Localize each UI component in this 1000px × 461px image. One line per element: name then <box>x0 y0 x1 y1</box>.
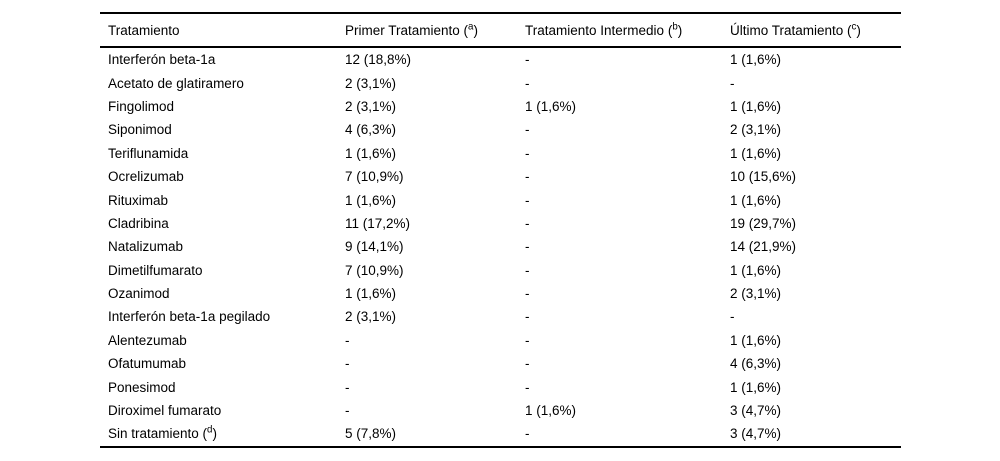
treatment-table: Tratamiento Primer Tratamiento (a) Tratami… <box>100 12 901 448</box>
value-cell: 12 (18,8%) <box>345 52 412 68</box>
value-cell: - <box>525 426 530 442</box>
value-cell: 2 (3,1%) <box>730 286 782 302</box>
value-cell: 10 (15,6%) <box>730 169 797 185</box>
table-row: Dimetilfumarato 7 (10,9%) - 1 (1,6%) <box>100 259 901 282</box>
value-cell: - <box>345 403 350 419</box>
table-row: Siponimod 4 (6,3%) - 2 (3,1%) <box>100 118 901 141</box>
value-cell: 4 (6,3%) <box>345 122 397 138</box>
value-cell: - <box>525 309 530 325</box>
treatment-name-cell: Ozanimod <box>108 286 170 302</box>
value-cell: 2 (3,1%) <box>345 98 397 114</box>
value-cell: 5 (7,8%) <box>345 426 397 442</box>
table-row: Rituximab 1 (1,6%) - 1 (1,6%) <box>100 188 901 211</box>
table-row: Cladribina 11 (17,2%) - 19 (29,7%) <box>100 212 901 235</box>
value-cell: - <box>525 169 530 185</box>
footnote-marker: a <box>468 21 474 32</box>
value-cell: - <box>525 356 530 372</box>
table-container: Tratamiento Primer Tratamiento (a) Tratami… <box>100 12 901 448</box>
value-cell: 1 (1,6%) <box>730 332 782 348</box>
table-row: Interferón beta-1a pegilado 2 (3,1%) - - <box>100 305 901 328</box>
table-row: Teriflunamida 1 (1,6%) - 1 (1,6%) <box>100 142 901 165</box>
treatment-name-cell: Acetato de glatiramero <box>108 75 244 91</box>
table-row: Acetato de glatiramero 2 (3,1%) - - <box>100 71 901 94</box>
value-cell: 19 (29,7%) <box>730 215 797 231</box>
value-cell: 7 (10,9%) <box>345 262 404 278</box>
treatment-name-cell: Cladribina <box>108 215 169 231</box>
treatment-name-cell: Fingolimod <box>108 98 175 114</box>
treatment-name-cell: Ofatumumab <box>108 356 187 372</box>
value-cell: - <box>525 122 530 138</box>
table-row: Diroximel fumarato - 1 (1,6%) 3 (4,7%) <box>100 399 901 422</box>
footnote-marker: c <box>851 21 857 32</box>
value-cell: 4 (6,3%) <box>730 356 782 372</box>
treatment-name-cell: Siponimod <box>108 122 172 138</box>
table-row: Ofatumumab - - 4 (6,3%) <box>100 352 901 375</box>
value-cell: 9 (14,1%) <box>345 239 404 255</box>
treatment-name-cell: Teriflunamida <box>108 145 189 161</box>
table-body: Interferón beta-1a 12 (18,8%) - 1 (1,6%) Ace… <box>100 47 901 447</box>
header-row: Tratamiento Primer Tratamiento (a) Tratami… <box>100 13 901 47</box>
value-cell: - <box>525 52 530 68</box>
value-cell: 2 (3,1%) <box>345 75 397 91</box>
table-row: Alentezumab - - 1 (1,6%) <box>100 329 901 352</box>
value-cell: 11 (17,2%) <box>345 215 411 231</box>
value-cell: 1 (1,6%) <box>345 286 397 302</box>
value-cell: 1 (1,6%) <box>525 98 577 114</box>
treatment-name-cell: Interferón beta-1a pegilado <box>108 309 271 325</box>
value-cell: 1 (1,6%) <box>730 98 782 114</box>
table-row: Ponesimod - - 1 (1,6%) <box>100 375 901 398</box>
value-cell: 1 (1,6%) <box>730 192 782 208</box>
treatment-name-cell: Dimetilfumarato <box>108 262 203 278</box>
treatment-name-cell: Sin tratamiento (d) <box>108 424 217 442</box>
treatment-name-cell: Ocrelizumab <box>108 169 184 185</box>
value-cell: - <box>525 286 530 302</box>
value-cell: - <box>525 145 530 161</box>
value-cell: - <box>525 75 530 91</box>
value-cell: 1 (1,6%) <box>730 52 782 68</box>
value-cell: - <box>525 262 530 278</box>
table-row: Natalizumab 9 (14,1%) - 14 (21,9%) <box>100 235 901 258</box>
value-cell: - <box>525 379 530 395</box>
treatment-name-cell: Alentezumab <box>108 332 187 348</box>
footnote-marker: b <box>672 21 678 32</box>
value-cell: 1 (1,6%) <box>525 403 577 419</box>
treatment-name-cell: Natalizumab <box>108 239 184 255</box>
value-cell: - <box>345 379 350 395</box>
value-cell: - <box>345 332 350 348</box>
value-cell: 1 (1,6%) <box>730 145 782 161</box>
treatment-name-cell: Interferón beta-1a <box>108 52 216 68</box>
table-row: Interferón beta-1a 12 (18,8%) - 1 (1,6%) <box>100 47 901 71</box>
treatment-name-cell: Rituximab <box>108 192 169 208</box>
column-header-2: Tratamiento Intermedio (b) <box>525 21 683 38</box>
table-row: Ocrelizumab 7 (10,9%) - 10 (15,6%) <box>100 165 901 188</box>
value-cell: 3 (4,7%) <box>730 426 782 442</box>
value-cell: 14 (21,9%) <box>730 239 797 255</box>
value-cell: 1 (1,6%) <box>345 145 397 161</box>
value-cell: - <box>730 75 735 91</box>
value-cell: - <box>525 332 530 348</box>
column-header-0: Tratamiento <box>108 22 180 38</box>
value-cell: - <box>525 239 530 255</box>
table-head: Tratamiento Primer Tratamiento (a) Tratami… <box>100 13 901 47</box>
treatment-name-cell: Diroximel fumarato <box>108 403 222 419</box>
value-cell: 1 (1,6%) <box>730 379 782 395</box>
value-cell: 7 (10,9%) <box>345 169 404 185</box>
value-cell: 2 (3,1%) <box>730 122 782 138</box>
value-cell: - <box>345 356 350 372</box>
table-row: Sin tratamiento (d) 5 (7,8%) - 3 (4,7%) <box>100 422 901 446</box>
value-cell: 1 (1,6%) <box>730 262 782 278</box>
treatment-name-cell: Ponesimod <box>108 379 176 395</box>
column-header-3: Último Tratamiento (c) <box>730 21 861 38</box>
value-cell: 3 (4,7%) <box>730 403 782 419</box>
value-cell: - <box>525 215 530 231</box>
value-cell: 2 (3,1%) <box>345 309 397 325</box>
footnote-marker: d <box>207 424 213 436</box>
value-cell: - <box>525 192 530 208</box>
table-row: Fingolimod 2 (3,1%) 1 (1,6%) 1 (1,6%) <box>100 95 901 118</box>
table-row: Ozanimod 1 (1,6%) - 2 (3,1%) <box>100 282 901 305</box>
column-header-1: Primer Tratamiento (a) <box>345 21 478 38</box>
value-cell: 1 (1,6%) <box>345 192 397 208</box>
value-cell: - <box>730 309 735 325</box>
